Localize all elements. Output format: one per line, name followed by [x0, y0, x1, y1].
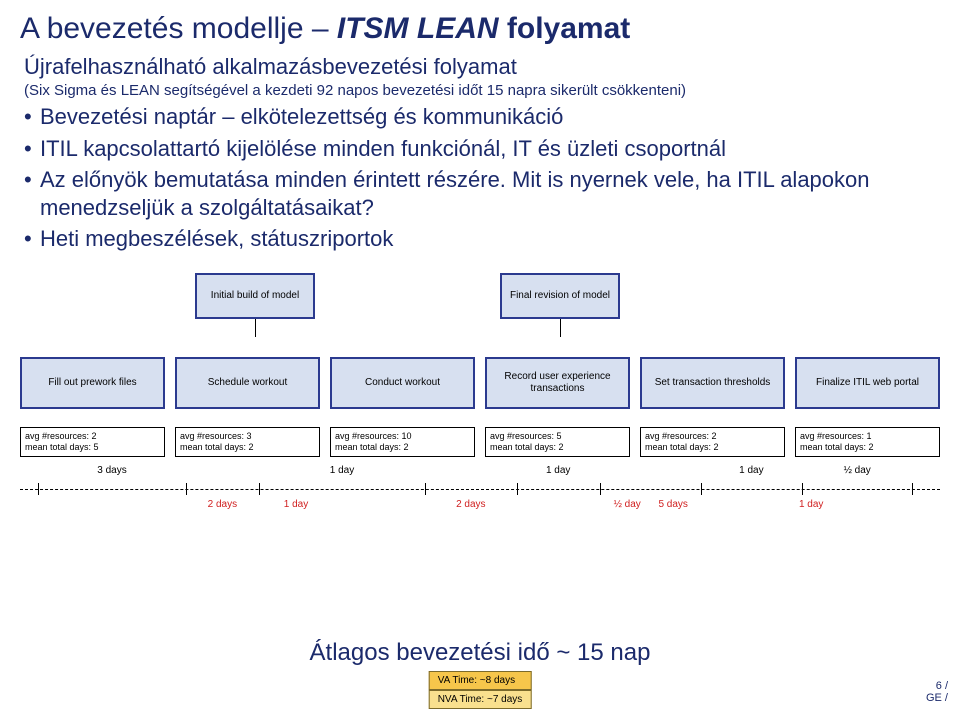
stat-box: avg #resources: 2 mean total days: 2	[640, 427, 785, 458]
subtitle: Újrafelhasználható alkalmazásbevezetési …	[24, 54, 940, 80]
timeline-top-label: 1 day	[739, 465, 763, 476]
va-summary: VA Time: ~8 days NVA Time: ~7 days	[429, 671, 532, 709]
timeline-top-label: 1 day	[330, 465, 354, 476]
step-box: Record user experience transactions	[485, 357, 630, 409]
timeline-bottom-label: 5 days	[658, 499, 687, 510]
va-time: VA Time: ~8 days	[429, 671, 532, 690]
step-box: Finalize ITIL web portal	[795, 357, 940, 409]
timeline-bottom-label: ½ day	[614, 499, 641, 510]
stat-box: avg #resources: 3 mean total days: 2	[175, 427, 320, 458]
title-pre: A bevezetés modellje –	[20, 12, 337, 45]
timeline-bottom-label: 2 days	[456, 499, 485, 510]
page-title: A bevezetés modellje – ITSM LEAN folyama…	[20, 12, 940, 46]
stat-box: avg #resources: 2 mean total days: 5	[20, 427, 165, 458]
bullet-item: Heti megbeszélések, státuszriportok	[24, 225, 940, 253]
bullet-item: Bevezetési naptár – elkötelezettség és k…	[24, 103, 940, 131]
timeline-top-label: 3 days	[97, 465, 126, 476]
bullet-list: Bevezetési naptár – elkötelezettség és k…	[24, 103, 940, 253]
title-itsm: ITSM	[337, 12, 409, 45]
timeline: 3 days 1 day 1 day 1 day ½ day 2 days 1 …	[20, 471, 940, 517]
step-box: Conduct workout	[330, 357, 475, 409]
process-box-final: Final revision of model	[500, 273, 620, 319]
timeline-bottom-label: 2 days	[208, 499, 237, 510]
step-box: Set transaction thresholds	[640, 357, 785, 409]
step-row: Fill out prework files Schedule workout …	[20, 357, 940, 409]
bullet-item: Az előnyök bemutatása minden érintett ré…	[24, 166, 940, 221]
nva-time: NVA Time: ~7 days	[429, 690, 532, 709]
step-box: Schedule workout	[175, 357, 320, 409]
step-box: Fill out prework files	[20, 357, 165, 409]
stat-box: avg #resources: 5 mean total days: 2	[485, 427, 630, 458]
subnote: (Six Sigma és LEAN segítségével a kezdet…	[24, 82, 940, 99]
page-footer: 6 / GE /	[926, 680, 948, 705]
process-box-initial: Initial build of model	[195, 273, 315, 319]
stats-row: avg #resources: 2 mean total days: 5 avg…	[20, 427, 940, 458]
stat-box: avg #resources: 1 mean total days: 2	[795, 427, 940, 458]
top-box-row: Initial build of model Final revision of…	[20, 269, 940, 333]
timeline-bottom-label: 1 day	[284, 499, 308, 510]
average-line: Átlagos bevezetési idő ~ 15 nap	[0, 639, 960, 667]
bullet-item: ITIL kapcsolattartó kijelölése minden fu…	[24, 135, 940, 163]
process-diagram: Initial build of model Final revision of…	[20, 269, 940, 518]
title-post: folyamat	[499, 12, 631, 45]
stat-box: avg #resources: 10 mean total days: 2	[330, 427, 475, 458]
timeline-top-label: ½ day	[844, 465, 871, 476]
title-lean: LEAN	[417, 12, 499, 45]
timeline-top-label: 1 day	[546, 465, 570, 476]
timeline-bottom-label: 1 day	[799, 499, 823, 510]
